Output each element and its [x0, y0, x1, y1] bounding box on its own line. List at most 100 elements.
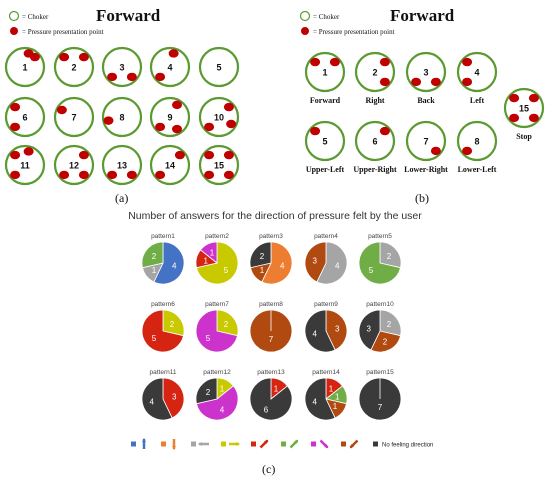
- legend-swatch: [373, 441, 378, 447]
- arrow-head-icon: [142, 437, 146, 442]
- pattern-number: 14: [165, 161, 175, 171]
- pressure-point: [430, 77, 441, 87]
- pressure-point: [126, 72, 137, 82]
- pattern-number: 5: [322, 137, 327, 147]
- pressure-point: [107, 170, 118, 180]
- pressure-point: [329, 57, 340, 67]
- arrow-head-icon: [197, 442, 202, 446]
- choker-legend-icon: [299, 10, 311, 22]
- choker-circle: [354, 51, 396, 93]
- legend-point-label: = Pressure presentation point: [22, 28, 104, 36]
- pressure-point: [10, 122, 21, 132]
- pie-slice: [370, 330, 401, 353]
- choker-circle: [101, 96, 143, 138]
- choker-circle: [149, 144, 191, 186]
- choker-circle: [456, 120, 498, 162]
- direction-label: Stop: [516, 132, 532, 141]
- pie-slice: [261, 241, 293, 285]
- pressure-point: [172, 100, 182, 110]
- pressure-point-legend-icon: [10, 27, 18, 35]
- legend-swatch: [281, 441, 286, 447]
- pie-pattern8: pattern8 7: [249, 301, 293, 353]
- pie-title: pattern12: [203, 369, 231, 376]
- pie-slice: [141, 309, 184, 353]
- slice-label: 3: [172, 392, 177, 401]
- pie-title: pattern3: [259, 233, 283, 240]
- legend-item-lower_right: [311, 439, 329, 449]
- choker-circle: [198, 144, 240, 186]
- pie-slice: [153, 241, 185, 285]
- pie-pattern6: pattern6 2 5: [141, 301, 185, 353]
- pattern-3: 3 Back: [405, 51, 447, 105]
- legend-item-lower_left: [341, 439, 359, 449]
- choker-circle: [53, 144, 95, 186]
- pressure-point: [310, 57, 321, 67]
- pressure-point: [462, 57, 473, 67]
- arrow-head-icon: [294, 439, 299, 444]
- panel-a: = Choker = Pressure presentation point F…: [4, 6, 240, 205]
- choker-circle: [405, 51, 447, 93]
- pressure-point: [411, 77, 422, 87]
- pressure-point: [509, 113, 520, 123]
- slice-label: 1: [274, 385, 279, 394]
- pressure-point: [226, 119, 237, 129]
- pattern-1: 1: [4, 46, 46, 88]
- slice-label: 2: [387, 320, 392, 329]
- slice-label: 5: [369, 266, 374, 275]
- slice-label: 7: [269, 335, 274, 344]
- panel-b-label: (b): [415, 191, 429, 205]
- pie-pattern15: pattern15 7: [358, 369, 402, 421]
- choker-circle: [198, 46, 240, 88]
- direction-label: Upper-Left: [306, 165, 345, 174]
- slice-label: 1: [335, 392, 340, 401]
- pattern-2: 2: [53, 46, 95, 88]
- slice-label: 1: [333, 402, 338, 411]
- pattern-number: 3: [119, 63, 124, 73]
- direction-label: Forward: [310, 96, 341, 105]
- legend-choker-label: = Choker: [313, 13, 340, 21]
- direction-legend: No feeling direction: [131, 437, 433, 451]
- slice-label: 4: [172, 262, 177, 271]
- legend-item-left: [221, 441, 241, 447]
- pressure-point: [155, 170, 166, 180]
- slice-label: 5: [224, 266, 229, 275]
- choker-circle: [4, 46, 46, 88]
- slice-label: 2: [206, 388, 211, 397]
- pie-slice: [141, 377, 173, 421]
- slice-label: 2: [170, 320, 175, 329]
- pressure-point: [528, 93, 539, 103]
- forward-title: Forward: [96, 6, 161, 25]
- arrow-head-icon: [349, 444, 354, 449]
- choker-circle: [149, 96, 191, 138]
- arrow-head-icon: [264, 439, 269, 444]
- pattern-10: 10: [198, 96, 240, 138]
- slice-label: 1: [220, 385, 225, 394]
- panel-c-label: (c): [262, 462, 275, 476]
- pressure-point: [10, 150, 21, 160]
- pattern-number: 6: [372, 137, 377, 147]
- direction-label: Lower-Right: [404, 165, 448, 174]
- pattern-6: 6 Upper-Right: [353, 120, 397, 174]
- pressure-point: [107, 72, 118, 82]
- slice-label: 5: [152, 334, 157, 343]
- pattern-3: 3: [101, 46, 143, 88]
- pie-slice: [200, 241, 218, 264]
- slice-label: 4: [150, 398, 155, 407]
- choker-circle: [4, 96, 46, 138]
- pressure-point: [509, 93, 520, 103]
- pattern-6: 6: [4, 96, 46, 138]
- choker-circle: [304, 120, 346, 162]
- pie-slice: [316, 241, 348, 285]
- pie-slice: [358, 241, 401, 285]
- choker-circle: [53, 96, 95, 138]
- legend-item-right: [161, 439, 176, 451]
- choker-circle: [53, 46, 95, 88]
- slice-label: 7: [378, 403, 383, 412]
- pressure-point: [379, 77, 390, 87]
- legend-swatch: [191, 441, 196, 447]
- pie-title: pattern1: [151, 233, 175, 240]
- pattern-4: 4 Left: [456, 51, 498, 105]
- pie-title: pattern2: [205, 233, 229, 240]
- pie-pattern11: pattern11 3 4: [141, 369, 185, 421]
